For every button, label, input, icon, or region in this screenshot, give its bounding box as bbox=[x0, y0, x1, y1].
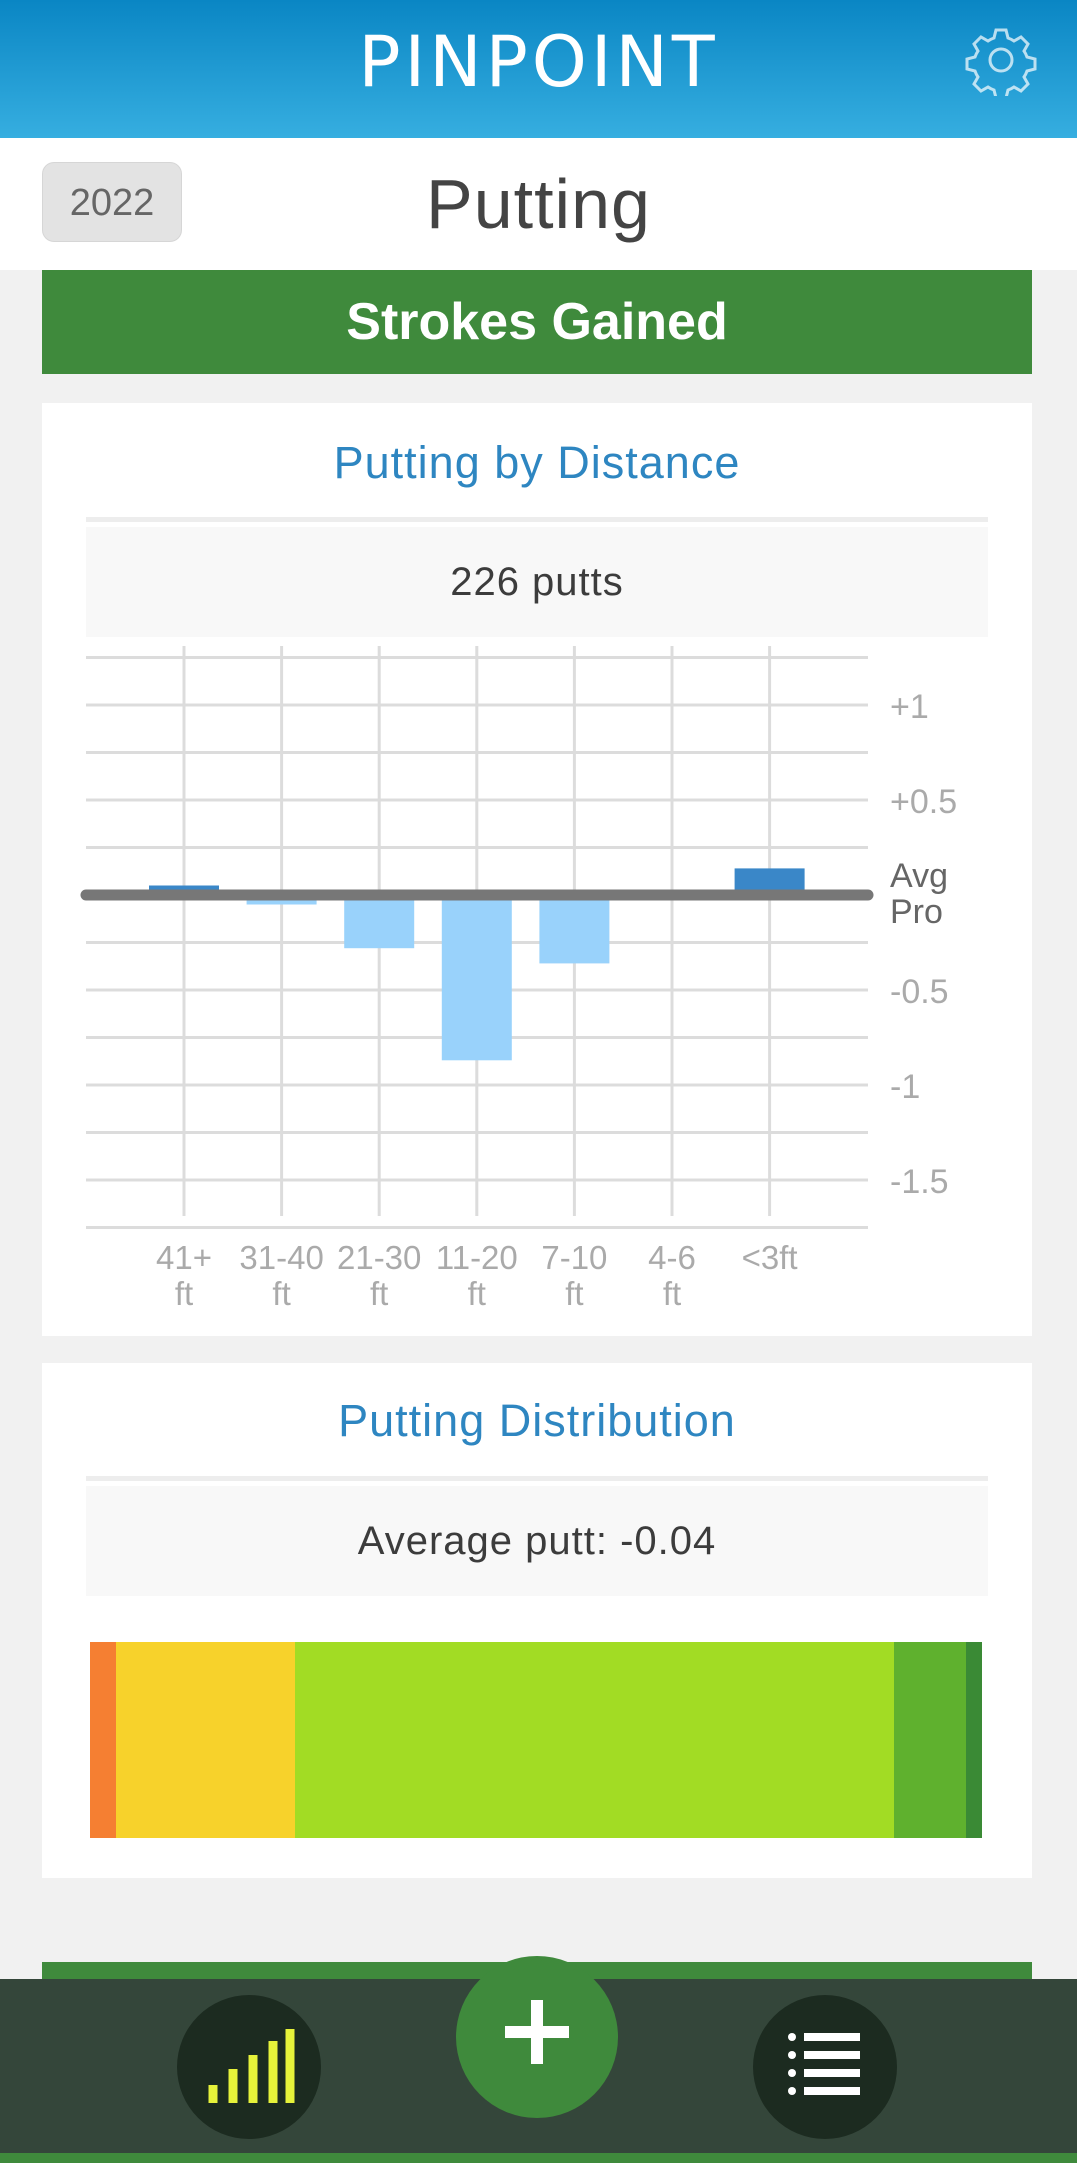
x-tick-label: ft bbox=[175, 1275, 193, 1312]
putting-distribution-bar bbox=[90, 1642, 982, 1838]
x-tick-label: 41+ bbox=[156, 1239, 212, 1276]
x-tick-label: ft bbox=[272, 1275, 290, 1312]
y-tick-label: +1 bbox=[890, 688, 929, 726]
stats-nav-button[interactable] bbox=[177, 1995, 321, 2139]
list-icon bbox=[788, 2033, 860, 2095]
x-tick-label: 31-40 bbox=[239, 1239, 323, 1276]
x-tick-label: 21-30 bbox=[337, 1239, 421, 1276]
distribution-segment bbox=[90, 1642, 116, 1838]
app-logo: PINPOINT bbox=[358, 21, 719, 103]
y-tick-label: -1.5 bbox=[890, 1163, 949, 1201]
year-selector-button[interactable]: 2022 bbox=[42, 162, 182, 242]
add-round-button[interactable] bbox=[456, 1956, 618, 2118]
x-tick-label: ft bbox=[565, 1275, 583, 1312]
distribution-segment bbox=[893, 1642, 966, 1838]
card-divider bbox=[86, 1476, 988, 1481]
bottom-nav-edge bbox=[0, 2153, 1077, 2163]
card-divider bbox=[86, 517, 988, 522]
putting-distribution-card: Putting Distribution Average putt: -0.04 bbox=[42, 1363, 1032, 1878]
x-tick-label: 11-20 bbox=[436, 1239, 518, 1276]
gear-icon[interactable] bbox=[965, 24, 1037, 96]
y-tick-label: +0.5 bbox=[890, 783, 957, 821]
average-putt: Average putt: -0.04 bbox=[86, 1486, 988, 1596]
card-title: Putting by Distance bbox=[333, 437, 741, 488]
bar bbox=[539, 895, 610, 964]
distribution-segment bbox=[115, 1642, 296, 1838]
strokes-gained-banner[interactable]: Strokes Gained bbox=[42, 270, 1032, 374]
app-header: PINPOINT bbox=[0, 0, 1077, 138]
putt-count: 226 putts bbox=[86, 527, 988, 637]
x-tick-label: <3ft bbox=[742, 1239, 798, 1276]
baseline-label: Pro bbox=[890, 893, 943, 931]
x-tick-label: ft bbox=[370, 1275, 388, 1312]
distribution-segment bbox=[295, 1642, 894, 1838]
putting-by-distance-chart: +1+0.5-0.5-1-1.5AvgPro41+ft31-40ft21-30f… bbox=[80, 646, 957, 1312]
distribution-segment bbox=[965, 1642, 982, 1838]
x-tick-label: ft bbox=[663, 1275, 681, 1312]
card-title: Putting Distribution bbox=[338, 1395, 736, 1446]
y-tick-label: -1 bbox=[890, 1068, 920, 1106]
x-tick-label: ft bbox=[468, 1275, 486, 1312]
page-header: 2022 Putting bbox=[0, 138, 1077, 270]
x-tick-label: 7-10 bbox=[541, 1239, 607, 1276]
baseline-label: Avg bbox=[890, 857, 948, 895]
bar-chart-icon bbox=[208, 2029, 295, 2103]
putting-by-distance-card: Putting by Distance 226 putts +1 +0.5 -0.5… bbox=[42, 403, 1032, 1336]
page-title: Putting bbox=[426, 165, 651, 243]
bar bbox=[344, 895, 415, 949]
bar bbox=[441, 895, 512, 1061]
rounds-list-button[interactable] bbox=[753, 1995, 897, 2139]
x-tick-label: 4-6 bbox=[648, 1239, 696, 1276]
plus-icon bbox=[505, 2000, 569, 2064]
y-tick-label: -0.5 bbox=[890, 973, 949, 1011]
